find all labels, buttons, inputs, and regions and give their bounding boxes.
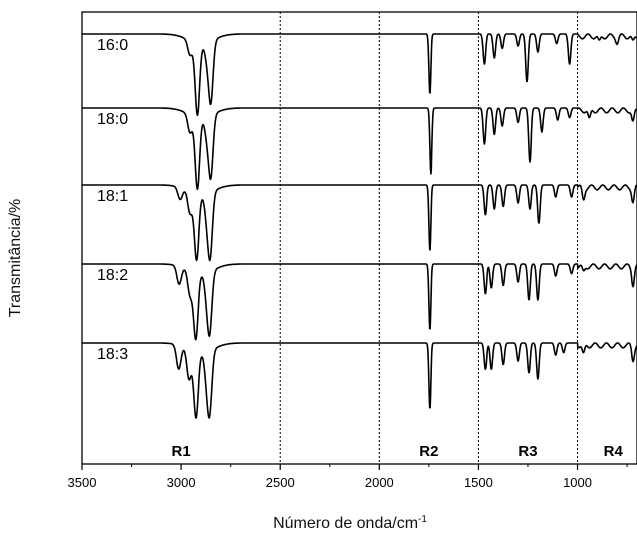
region-label-r2: R2	[419, 443, 438, 460]
series-label-18-2: 18:2	[97, 267, 128, 284]
x-tick-label-5: 1000	[563, 475, 592, 490]
series-label-18-1: 18:1	[97, 188, 128, 205]
spectra-curves	[81, 33, 637, 419]
region-label-r3: R3	[518, 443, 537, 460]
spectrum-18-3	[81, 342, 637, 419]
region-labels: R1 R2 R3 R4	[172, 443, 624, 460]
x-axis-title-text: Número de onda/cm	[273, 515, 418, 532]
x-tick-label-0: 3500	[68, 475, 97, 490]
x-axis-ticks: 3500 3000 2500 2000 1500 1000	[68, 464, 628, 490]
series-label-18-0: 18:0	[97, 111, 128, 128]
region-dividers	[279, 12, 579, 464]
x-tick-label-2: 2500	[266, 475, 295, 490]
plot-frame	[81, 11, 637, 465]
x-tick-label-3: 2000	[365, 475, 394, 490]
series-label-18-3: 18:3	[97, 346, 128, 363]
x-axis-title: Número de onda/cm-1	[273, 514, 427, 532]
region-label-r1: R1	[172, 443, 191, 460]
x-axis-title-superscript: -1	[418, 514, 427, 525]
spectrum-18-1	[81, 184, 637, 262]
spectrum-18-0	[81, 107, 637, 191]
spectrum-18-2	[81, 263, 637, 341]
series-label-16-0: 16:0	[97, 37, 128, 54]
x-tick-label-4: 1500	[464, 475, 493, 490]
series-labels: 16:0 18:0 18:1 18:2 18:3	[97, 37, 128, 363]
region-label-r4: R4	[604, 443, 624, 460]
spectrum-16-0	[81, 33, 637, 117]
y-axis-title: Transmitância/%	[7, 199, 24, 318]
x-tick-label-1: 3000	[167, 475, 196, 490]
